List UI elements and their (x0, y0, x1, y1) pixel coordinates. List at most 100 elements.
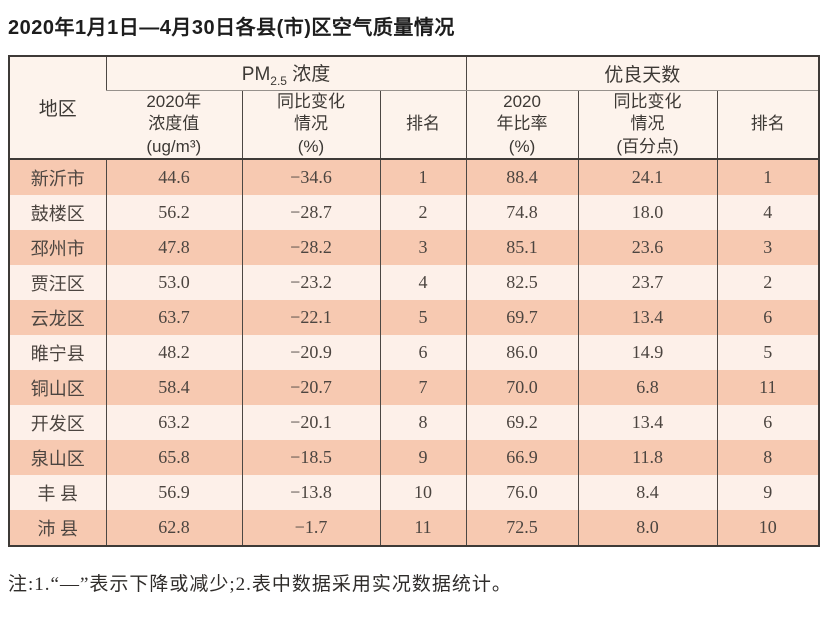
column-header-pm-rank: 排名 (379, 90, 467, 161)
pm25-label-suffix: 浓度 (286, 64, 331, 86)
pm-value-cell: 48.2 (105, 335, 242, 371)
pm-value-cell: 62.8 (105, 510, 242, 547)
header-line: (ug/m³) (146, 136, 202, 156)
pm-change-cell: −1.7 (241, 510, 380, 547)
header-line: 2020 (503, 92, 541, 111)
good-rank-cell: 9 (716, 475, 820, 511)
pm-change-cell: −18.5 (241, 440, 380, 476)
pm-rank-cell: 8 (379, 405, 467, 441)
good-change-cell: 13.4 (577, 405, 718, 441)
table-row: 邳州市 47.8 −28.2 3 85.1 23.6 3 (9, 230, 820, 266)
pm-rank-cell: 1 (379, 159, 467, 196)
header-line: (百分点) (616, 136, 679, 156)
good-change-cell: 23.7 (577, 265, 718, 301)
good-rate-cell: 85.1 (465, 230, 579, 266)
header-line: 情况 (294, 114, 328, 134)
table-row: 云龙区 63.7 −22.1 5 69.7 13.4 6 (9, 300, 820, 336)
good-change-cell: 13.4 (577, 300, 718, 336)
pm-value-cell: 47.8 (105, 230, 242, 266)
air-quality-table: 地区 PM2.5 浓度 优良天数 2020年 浓度值 (ug/m³) 同比变化 … (8, 55, 821, 548)
header-line: 同比变化 (277, 92, 345, 111)
good-change-cell: 24.1 (577, 159, 718, 196)
good-rate-cell: 69.7 (465, 300, 579, 336)
column-header-pm-change: 同比变化 情况 (%) (241, 90, 380, 161)
pm-rank-cell: 2 (379, 195, 467, 231)
good-rank-cell: 3 (716, 230, 820, 266)
good-change-cell: 18.0 (577, 195, 718, 231)
region-cell: 铜山区 (30, 378, 85, 399)
region-cell: 邳州市 (30, 238, 85, 259)
good-rate-cell: 82.5 (465, 265, 579, 301)
pm-rank-cell: 6 (379, 335, 467, 371)
column-header-good-change: 同比变化 情况 (百分点) (577, 90, 718, 161)
good-rank-cell: 8 (716, 440, 820, 476)
good-rank-cell: 5 (716, 335, 820, 371)
good-rank-cell: 10 (716, 510, 820, 547)
good-change-cell: 11.8 (577, 440, 718, 476)
header-line: 2020年 (146, 92, 202, 111)
pm-change-cell: −28.7 (241, 195, 380, 231)
sub-header-row: 2020年 浓度值 (ug/m³) 同比变化 情况 (%) 排名 2020 年比… (9, 90, 820, 161)
header-line: 情况 (630, 114, 665, 134)
header-line: (%) (297, 136, 325, 156)
header-line: (%) (508, 136, 536, 156)
good-rate-cell: 72.5 (465, 510, 579, 547)
good-change-cell: 14.9 (577, 335, 718, 371)
good-rate-cell: 88.4 (465, 159, 579, 196)
pm-change-cell: −22.1 (241, 300, 380, 336)
footnote: 注:1.“—”表示下降或减少;2.表中数据采用实况数据统计。 (8, 574, 512, 596)
table-row: 铜山区 58.4 −20.7 7 70.0 6.8 11 (9, 370, 820, 406)
good-rank-cell: 11 (716, 370, 820, 406)
pm-value-cell: 56.9 (105, 475, 242, 511)
pm-change-cell: −34.6 (241, 159, 380, 196)
pm-rank-cell: 5 (379, 300, 467, 336)
good-rate-cell: 74.8 (465, 195, 579, 231)
region-cell: 泉山区 (30, 448, 85, 469)
table-row: 沛 县 62.8 −1.7 11 72.5 8.0 10 (9, 510, 820, 547)
good-change-cell: 23.6 (577, 230, 718, 266)
good-change-cell: 8.4 (577, 475, 718, 511)
header-line: 年比率 (496, 114, 548, 134)
good-rate-cell: 66.9 (465, 440, 579, 476)
region-cell: 睢宁县 (30, 343, 85, 364)
page-title: 2020年1月1日—4月30日各县(市)区空气质量情况 (8, 17, 455, 39)
pm-rank-cell: 9 (379, 440, 467, 476)
pm25-label: PM (241, 64, 271, 86)
pm-value-cell: 63.7 (105, 300, 242, 336)
table-row: 新沂市 44.6 −34.6 1 88.4 24.1 1 (9, 159, 820, 196)
region-cell: 云龙区 (30, 308, 85, 329)
pm-change-cell: −20.9 (241, 335, 380, 371)
pm-rank-cell: 10 (379, 475, 467, 511)
column-header-good-rank: 排名 (716, 90, 820, 161)
pm-change-cell: −20.7 (241, 370, 380, 406)
pm-value-cell: 53.0 (105, 265, 242, 301)
pm-rank-cell: 4 (379, 265, 467, 301)
good-rank-cell: 6 (716, 300, 820, 336)
pm-change-cell: −20.1 (241, 405, 380, 441)
pm-value-cell: 56.2 (105, 195, 242, 231)
good-rank-cell: 6 (716, 405, 820, 441)
region-cell: 鼓楼区 (30, 203, 85, 224)
good-change-cell: 8.0 (577, 510, 718, 547)
good-rank-cell: 1 (716, 159, 820, 196)
good-rate-cell: 76.0 (465, 475, 579, 511)
table-row: 鼓楼区 56.2 −28.7 2 74.8 18.0 4 (9, 195, 820, 231)
pm-change-cell: −23.2 (241, 265, 380, 301)
good-rate-cell: 70.0 (465, 370, 579, 406)
pm-change-cell: −28.2 (241, 230, 380, 266)
good-rate-cell: 86.0 (465, 335, 579, 371)
pm-value-cell: 63.2 (105, 405, 242, 441)
pm-rank-cell: 7 (379, 370, 467, 406)
region-cell: 贾汪区 (30, 273, 85, 294)
table-row: 丰 县 56.9 −13.8 10 76.0 8.4 9 (9, 475, 820, 511)
group-header-pm25: PM2.5 浓度 (105, 56, 467, 91)
pm-value-cell: 44.6 (105, 159, 242, 196)
good-rank-cell: 2 (716, 265, 820, 301)
pm25-subscript: 2.5 (270, 73, 287, 88)
region-cell: 新沂市 (30, 168, 85, 189)
good-rate-cell: 69.2 (465, 405, 579, 441)
column-header-good-rate: 2020 年比率 (%) (465, 90, 579, 161)
table-row: 开发区 63.2 −20.1 8 69.2 13.4 6 (9, 405, 820, 441)
good-rank-cell: 4 (716, 195, 820, 231)
